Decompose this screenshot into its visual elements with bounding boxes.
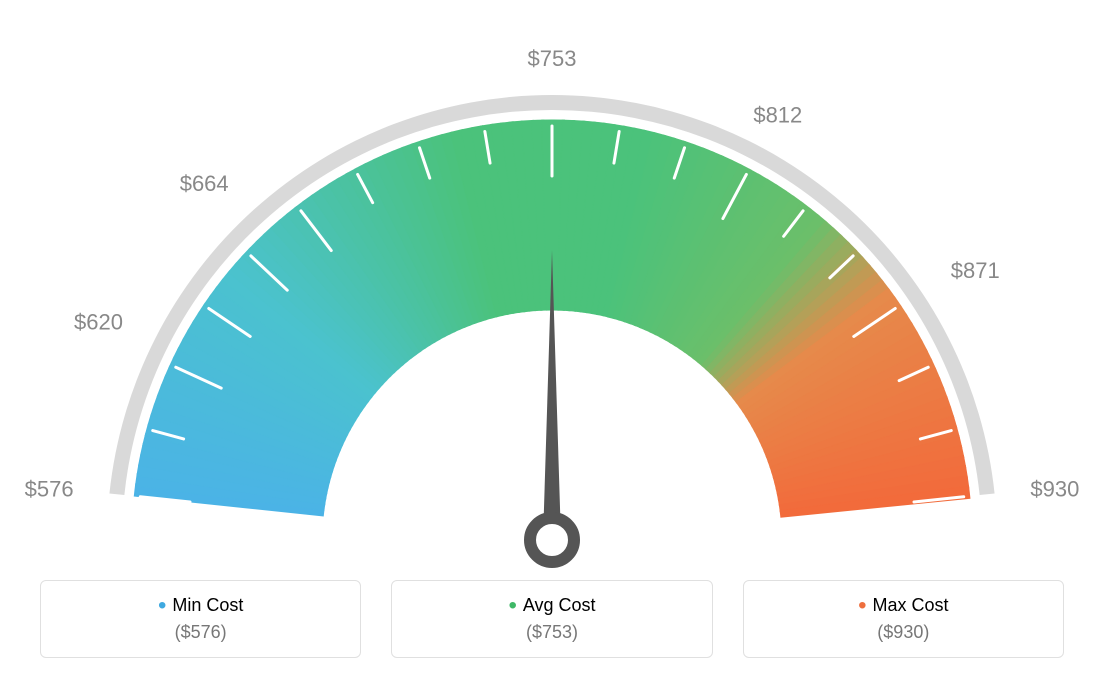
dot-icon: • — [858, 592, 866, 619]
dot-icon: • — [158, 592, 166, 619]
tick-label: $930 — [1030, 477, 1079, 502]
legend-max: • Max Cost ($930) — [743, 580, 1064, 658]
tick-label: $812 — [753, 102, 802, 127]
tick-label: $753 — [528, 46, 577, 71]
legend-avg-value: ($753) — [392, 622, 711, 643]
legend-min-label: Min Cost — [172, 595, 243, 615]
tick-label: $871 — [951, 258, 1000, 283]
legend: • Min Cost ($576) • Avg Cost ($753) • Max C… — [0, 580, 1104, 658]
needle-base — [530, 518, 574, 562]
legend-avg-label: Avg Cost — [523, 595, 596, 615]
gauge-chart: $576 $620 $664 $753 $812 $871 $930 — [0, 0, 1104, 580]
legend-avg: • Avg Cost ($753) — [391, 580, 712, 658]
tick-label: $576 — [25, 477, 74, 502]
tick-label: $664 — [180, 171, 229, 196]
tick-label: $620 — [74, 310, 123, 335]
legend-max-value: ($930) — [744, 622, 1063, 643]
legend-min-value: ($576) — [41, 622, 360, 643]
legend-min: • Min Cost ($576) — [40, 580, 361, 658]
legend-max-label: Max Cost — [873, 595, 949, 615]
dot-icon: • — [508, 592, 516, 619]
